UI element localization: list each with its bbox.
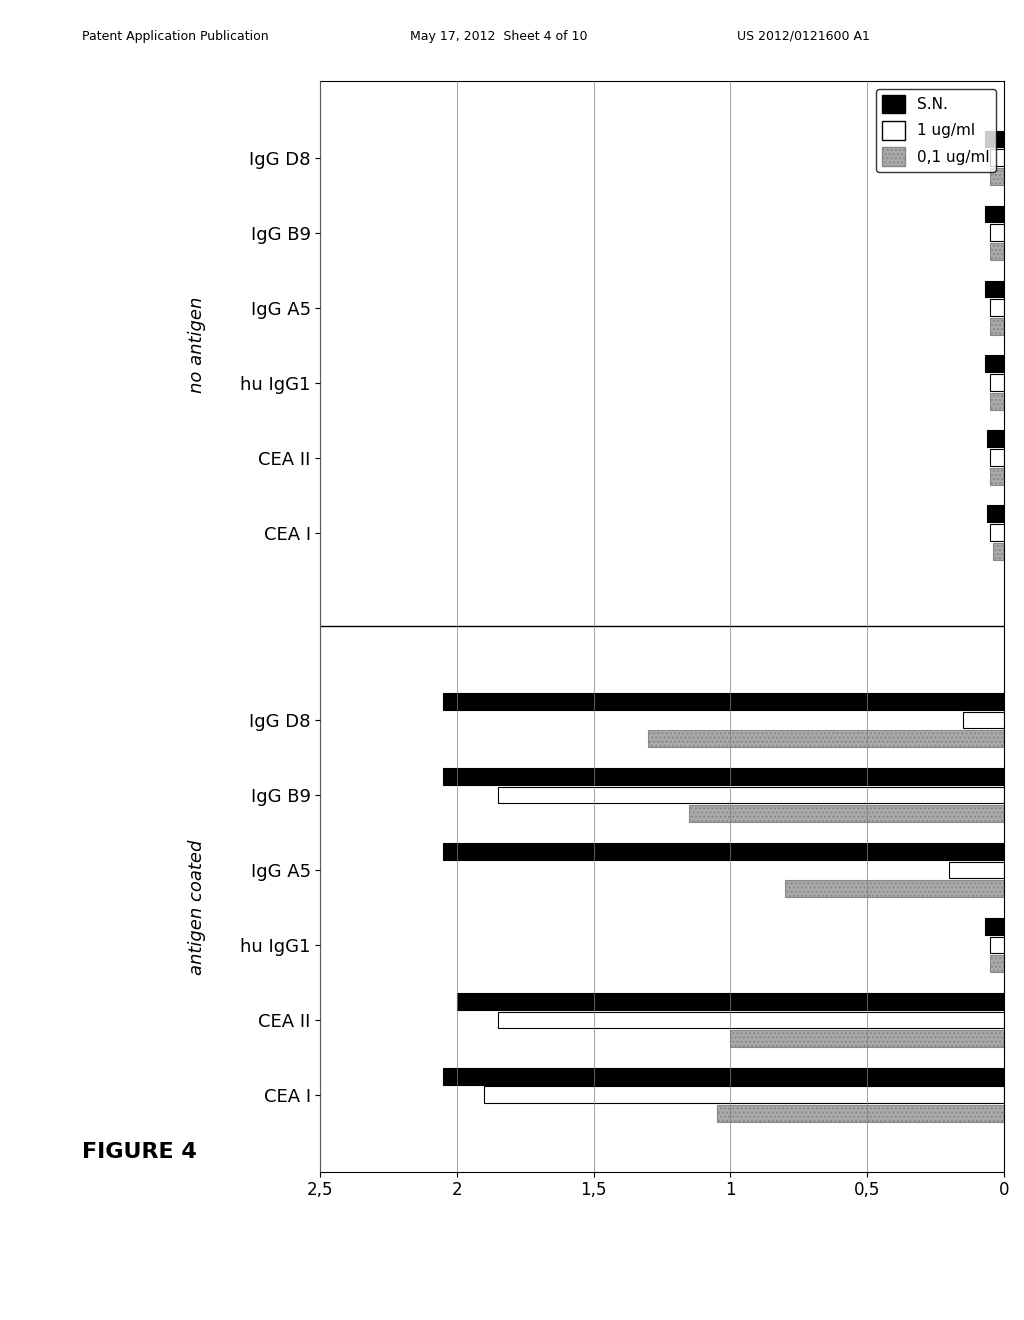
Bar xyxy=(990,524,1004,541)
Bar xyxy=(990,243,1004,260)
Bar xyxy=(648,730,1004,747)
Bar xyxy=(457,993,1004,1010)
Legend: S.N., 1 ug/ml, 0,1 ug/ml: S.N., 1 ug/ml, 0,1 ug/ml xyxy=(877,88,996,172)
Bar xyxy=(990,937,1004,953)
Bar xyxy=(990,168,1004,185)
Text: FIGURE 4: FIGURE 4 xyxy=(82,1142,197,1162)
Bar xyxy=(990,300,1004,315)
Bar xyxy=(730,1030,1004,1047)
Bar xyxy=(963,711,1004,729)
Bar xyxy=(987,430,1004,447)
Bar xyxy=(443,693,1004,710)
Bar xyxy=(443,1068,1004,1085)
Bar xyxy=(990,469,1004,484)
Bar xyxy=(990,149,1004,166)
Bar xyxy=(985,917,1004,935)
Bar xyxy=(985,131,1004,148)
Text: US 2012/0121600 A1: US 2012/0121600 A1 xyxy=(737,29,870,42)
Bar xyxy=(498,1011,1004,1028)
Bar xyxy=(993,543,1004,560)
Bar xyxy=(689,805,1004,822)
Bar xyxy=(990,956,1004,972)
Bar xyxy=(498,787,1004,804)
Bar xyxy=(990,318,1004,335)
Bar xyxy=(717,1105,1004,1122)
Bar xyxy=(484,1086,1004,1104)
Bar xyxy=(985,206,1004,222)
Text: no antigen: no antigen xyxy=(188,297,207,393)
Bar xyxy=(990,393,1004,409)
Bar xyxy=(990,449,1004,466)
Bar xyxy=(990,224,1004,242)
Bar xyxy=(949,862,1004,878)
Text: May 17, 2012  Sheet 4 of 10: May 17, 2012 Sheet 4 of 10 xyxy=(410,29,587,42)
Bar xyxy=(985,281,1004,297)
Bar xyxy=(985,355,1004,372)
Bar xyxy=(785,880,1004,898)
Bar xyxy=(990,375,1004,391)
Text: antigen coated: antigen coated xyxy=(188,840,207,975)
Text: Patent Application Publication: Patent Application Publication xyxy=(82,29,268,42)
Bar xyxy=(443,768,1004,784)
Bar xyxy=(987,506,1004,523)
Bar xyxy=(443,843,1004,859)
